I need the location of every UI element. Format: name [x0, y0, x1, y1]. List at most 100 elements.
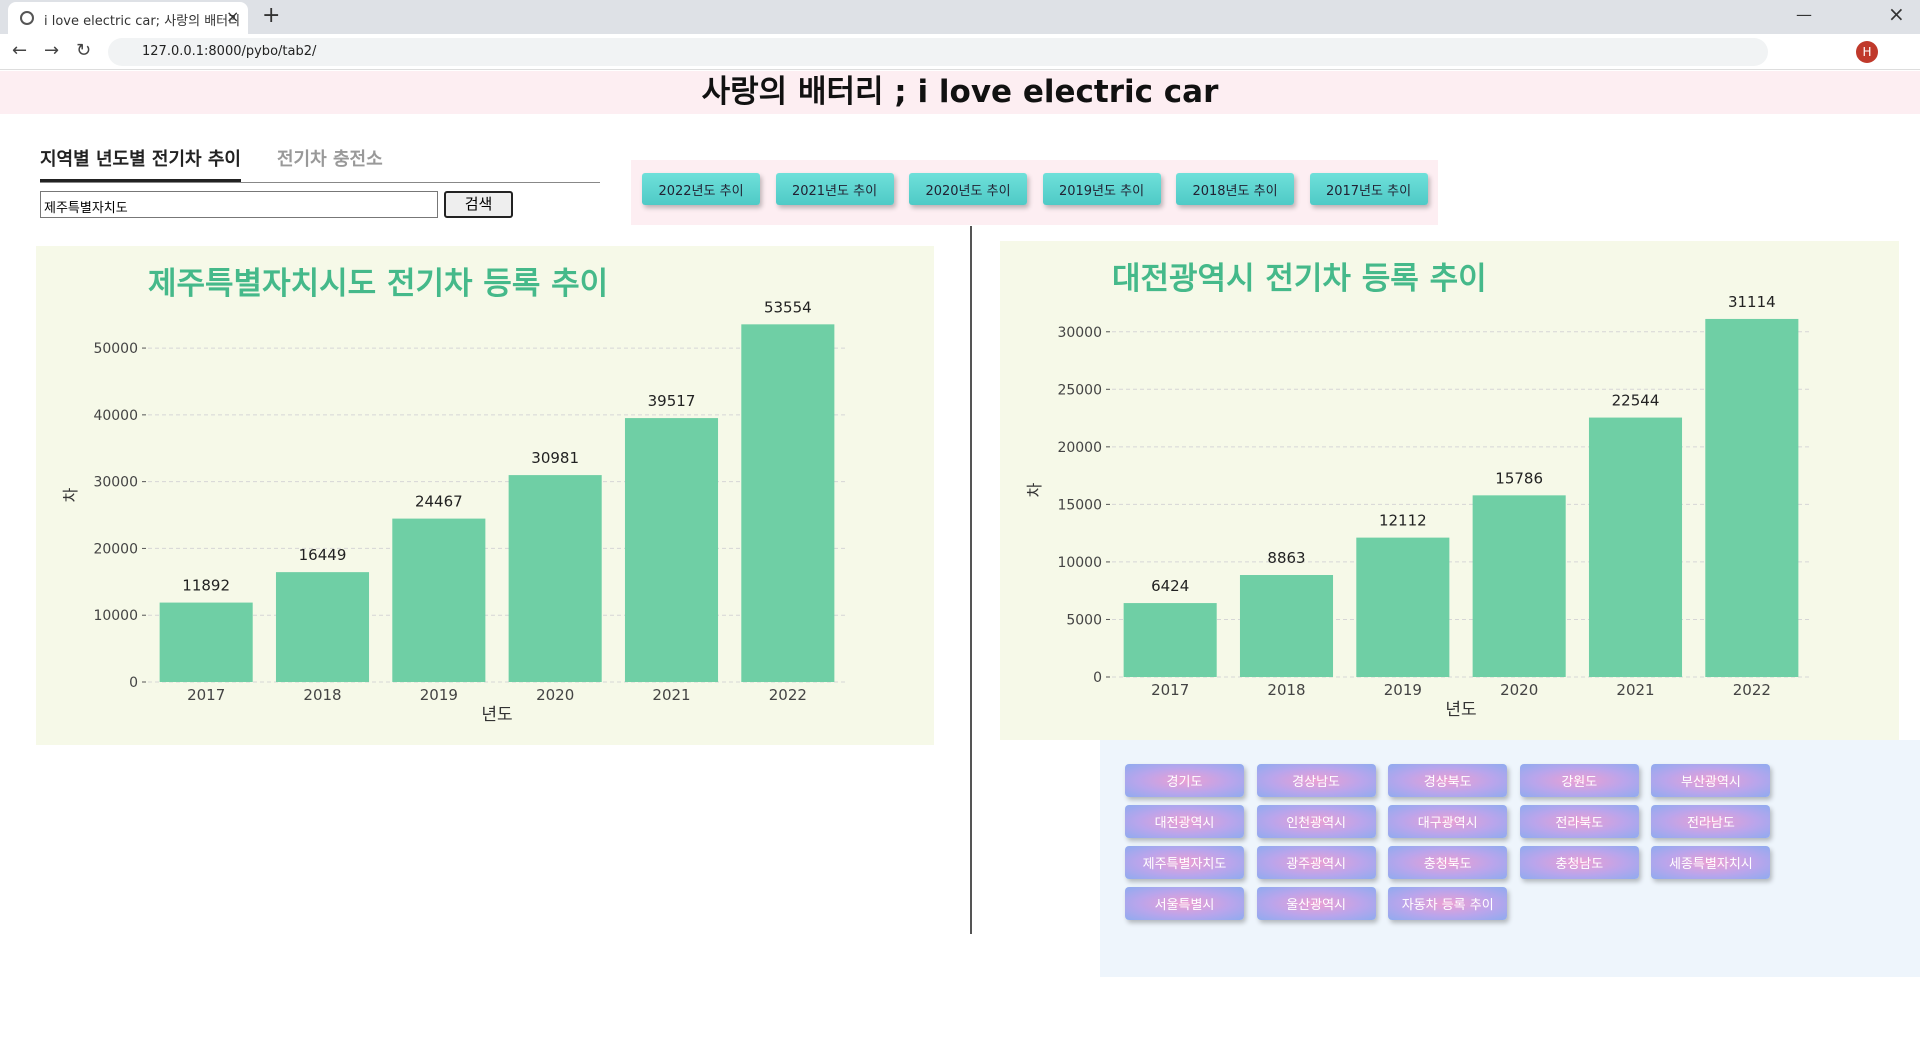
bar — [275, 572, 370, 682]
y-axis-label: 차 — [1025, 482, 1044, 497]
year-button[interactable]: 2021년도 추이 — [775, 173, 894, 205]
x-tick-label: 2021 — [1616, 681, 1654, 699]
y-tick-label: 50000 — [93, 341, 138, 357]
x-tick-label: 2017 — [187, 686, 225, 704]
region-button[interactable]: 광주광역시 — [1256, 846, 1376, 879]
region-button[interactable]: 제주특별자치도 — [1125, 846, 1244, 879]
search-button[interactable]: 검색 — [444, 191, 513, 218]
header-title: 사랑의 배터리 ; i love electric car — [701, 74, 1219, 110]
x-axis-label: 년도 — [1445, 700, 1476, 720]
y-tick-label: 10000 — [93, 608, 138, 624]
minimize[interactable]: — — [1796, 5, 1812, 24]
search-input[interactable]: 제주특별자치도 — [40, 191, 438, 218]
x-tick-label: 2022 — [1733, 681, 1771, 699]
region-button[interactable]: 인천광역시 — [1256, 805, 1376, 838]
value-label: 15786 — [1495, 469, 1543, 487]
bar — [1472, 495, 1566, 677]
value-label: 16449 — [299, 546, 347, 564]
bar — [1239, 575, 1334, 677]
x-tick-label: 2020 — [1500, 681, 1538, 699]
browser-tab[interactable]: i love electric car; 사랑의 배터리 × — [8, 2, 248, 34]
x-tick-label: 2022 — [769, 686, 807, 704]
x-tick-label: 2018 — [303, 686, 341, 704]
bar — [508, 475, 602, 682]
year-button[interactable]: 2022년도 추이 — [642, 173, 760, 205]
url-field[interactable]: 127.0.0.1:8000/pybo/tab2/ — [108, 38, 1768, 66]
y-tick-label: 20000 — [1057, 440, 1102, 456]
region-button[interactable]: 전라남도 — [1651, 805, 1771, 838]
region-button[interactable]: 경상북도 — [1388, 764, 1508, 797]
tab-underline — [40, 182, 600, 183]
y-tick-label: 30000 — [93, 475, 138, 491]
divider — [970, 226, 972, 934]
x-tick-label: 2019 — [1384, 681, 1422, 699]
tab-close[interactable]: × — [226, 7, 240, 26]
profile[interactable]: H — [1856, 41, 1878, 63]
region-button[interactable]: 충청남도 — [1519, 846, 1639, 879]
year-button[interactable]: 2017년도 추이 — [1309, 173, 1428, 205]
chart: 대전광역시 전기차 등록 추이 0 5000 10000 15000 20000 25000… — [1000, 241, 1899, 740]
value-label: 39517 — [648, 392, 696, 410]
bar — [392, 518, 486, 682]
value-label: 53554 — [764, 298, 812, 316]
year-button[interactable]: 2020년도 추이 — [909, 173, 1027, 205]
region-button[interactable]: 대전광역시 — [1125, 805, 1244, 838]
url: 127.0.0.1:8000/pybo/tab2/ — [142, 44, 317, 59]
y-tick-label: 40000 — [93, 408, 138, 424]
forward[interactable]: → — [44, 40, 60, 61]
bar — [1588, 417, 1683, 677]
year-panel: 2022년도 추이 2021년도 추이 2020년도 추이 2019년도 추이 2018… — [631, 160, 1438, 225]
back[interactable]: ← — [12, 40, 28, 61]
bar — [741, 324, 835, 682]
tab-active[interactable]: 지역별 년도별 전기차 추이 — [40, 145, 241, 182]
x-tick-label: 2019 — [420, 686, 458, 704]
y-tick-label: 15000 — [1057, 497, 1102, 513]
bar — [1356, 537, 1450, 677]
value-label: 12112 — [1379, 512, 1427, 530]
region-button[interactable]: 대구광역시 — [1388, 805, 1508, 838]
y-axis-label: 차 — [61, 487, 80, 502]
y-tick-label: 0 — [129, 675, 138, 691]
address-bar: ← → ↻ 127.0.0.1:8000/pybo/tab2/ H — [0, 34, 1920, 70]
close-window[interactable]: × — [1888, 2, 1905, 26]
bar — [159, 602, 253, 682]
header: 사랑의 배터리 ; i love electric car — [0, 71, 1920, 114]
y-tick-label: 25000 — [1057, 382, 1102, 398]
tab-inactive[interactable]: 전기차 충전소 — [277, 149, 383, 170]
x-tick-label: 2020 — [536, 686, 574, 704]
year-button[interactable]: 2018년도 추이 — [1176, 173, 1294, 205]
tab-title: i love electric car; 사랑의 배터리 — [44, 14, 241, 29]
bar — [1123, 603, 1217, 677]
region-button[interactable]: 경상남도 — [1256, 764, 1376, 797]
region-button[interactable]: 울산광역시 — [1256, 887, 1376, 920]
y-tick-label: 30000 — [1057, 325, 1102, 341]
x-tick-label: 2021 — [652, 686, 690, 704]
region-button[interactable]: 경기도 — [1125, 764, 1244, 797]
chart: 제주특별자치시도 전기차 등록 추이 0 10000 20000 30000 40000 5… — [36, 246, 934, 745]
region-button[interactable]: 자동차 등록 추이 — [1388, 887, 1508, 920]
value-label: 22544 — [1612, 392, 1660, 410]
region-button[interactable]: 전라북도 — [1519, 805, 1639, 838]
value-label: 31114 — [1728, 293, 1776, 311]
region-button[interactable]: 강원도 — [1519, 764, 1639, 797]
bar — [624, 418, 719, 682]
value-label: 8863 — [1267, 549, 1305, 567]
year-button[interactable]: 2019년도 추이 — [1042, 173, 1161, 205]
new-tab[interactable]: + — [262, 3, 281, 28]
y-tick-label: 20000 — [93, 541, 138, 557]
bar — [1705, 318, 1799, 677]
tab-icon — [20, 11, 34, 25]
region-button[interactable]: 부산광역시 — [1651, 764, 1771, 797]
chart-title: 대전광역시 전기차 등록 추이 — [1112, 261, 1487, 297]
value-label: 24467 — [415, 493, 463, 511]
y-tick-label: 10000 — [1057, 555, 1102, 571]
x-tick-label: 2017 — [1151, 681, 1189, 699]
region-button[interactable]: 서울특별시 — [1125, 887, 1244, 920]
chart-title: 제주특별자치시도 전기차 등록 추이 — [148, 266, 608, 302]
region-button[interactable]: 충청북도 — [1388, 846, 1508, 879]
tab-bar: i love electric car; 사랑의 배터리 × + — × — [0, 0, 1920, 34]
region-button[interactable]: 세종특별자치시 — [1651, 846, 1771, 879]
reload[interactable]: ↻ — [76, 40, 92, 61]
